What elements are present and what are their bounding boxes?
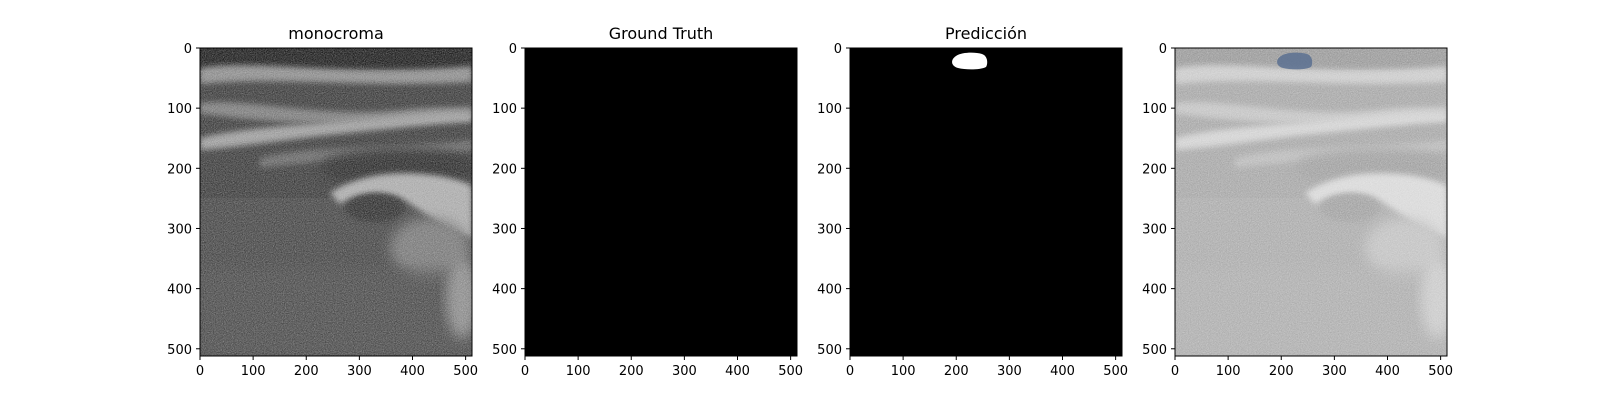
- y-tick-label: 200: [167, 162, 192, 177]
- x-tick-label: 100: [891, 364, 916, 379]
- y-tick-label: 300: [492, 222, 517, 237]
- x-tick-label: 300: [1322, 364, 1347, 379]
- x-tick-label: 400: [400, 364, 425, 379]
- axes-frame: [524, 47, 798, 357]
- y-tick-label: 500: [817, 343, 842, 358]
- x-tick-label: 300: [347, 364, 372, 379]
- overlay-blob: [1277, 52, 1313, 70]
- y-tick-label: 100: [492, 102, 517, 117]
- x-tick-label: 0: [521, 364, 529, 379]
- panel-monocroma: monocroma 0 100 200 300 400 500 0 100 200 300 400 5…: [167, 24, 480, 379]
- x-tick-label: 100: [1216, 364, 1241, 379]
- y-tick-label: 200: [817, 162, 842, 177]
- x-tick-label: 200: [944, 364, 969, 379]
- axes-frame: [1174, 47, 1448, 357]
- panel-title: monocroma: [288, 24, 384, 43]
- ground-truth-mask: [525, 48, 797, 356]
- ultrasound-image: [200, 48, 480, 356]
- x-tick-label: 200: [294, 364, 319, 379]
- y-tick-label: 400: [492, 283, 517, 298]
- x-tick-label: 200: [619, 364, 644, 379]
- x-tick-label: 400: [1050, 364, 1075, 379]
- panel-title: Ground Truth: [609, 24, 714, 43]
- y-tick-label: 0: [834, 42, 842, 57]
- x-tick-label: 500: [1103, 364, 1128, 379]
- panel-overlay: 0 100 200 300 400 500 0 100 200 300 400 500: [1142, 42, 1453, 379]
- x-tick-label: 0: [1171, 364, 1179, 379]
- x-tick-label: 500: [1428, 364, 1453, 379]
- x-tick-label: 500: [778, 364, 803, 379]
- y-tick-label: 400: [167, 283, 192, 298]
- x-tick-label: 300: [997, 364, 1022, 379]
- x-tick-label: 300: [672, 364, 697, 379]
- y-tick-label: 200: [1142, 162, 1167, 177]
- y-tick-label: 100: [1142, 102, 1167, 117]
- y-tick-label: 500: [167, 343, 192, 358]
- x-tick-label: 200: [1269, 364, 1294, 379]
- y-tick-label: 0: [509, 42, 517, 57]
- x-tick-label: 100: [566, 364, 591, 379]
- y-tick-label: 0: [1159, 42, 1167, 57]
- y-tick-label: 400: [1142, 283, 1167, 298]
- y-tick-label: 500: [1142, 343, 1167, 358]
- y-tick-label: 100: [167, 102, 192, 117]
- y-tick-label: 300: [167, 222, 192, 237]
- y-tick-label: 500: [492, 343, 517, 358]
- panel-title: Predicción: [945, 24, 1027, 43]
- y-tick-label: 0: [184, 42, 192, 57]
- panel-prediccion: Predicción 0 100 200 300 400 500 0 100 200 300 400…: [817, 24, 1128, 379]
- x-tick-label: 400: [1375, 364, 1400, 379]
- y-tick-label: 200: [492, 162, 517, 177]
- prediction-mask: [850, 48, 1122, 356]
- panel-ground-truth: Ground Truth 0 100 200 300 400 500 0 100 200 300 4…: [492, 24, 803, 379]
- overlay-image: [1175, 48, 1447, 356]
- x-tick-label: 500: [453, 364, 478, 379]
- y-tick-label: 400: [817, 283, 842, 298]
- y-tick-label: 100: [817, 102, 842, 117]
- prediction-blob: [952, 52, 988, 70]
- y-tick-label: 300: [817, 222, 842, 237]
- axes-frame: [849, 47, 1123, 357]
- x-tick-label: 400: [725, 364, 750, 379]
- y-tick-label: 300: [1142, 222, 1167, 237]
- axes-frame: [199, 47, 473, 357]
- x-tick-label: 100: [241, 364, 266, 379]
- x-tick-label: 0: [846, 364, 854, 379]
- x-tick-label: 0: [196, 364, 204, 379]
